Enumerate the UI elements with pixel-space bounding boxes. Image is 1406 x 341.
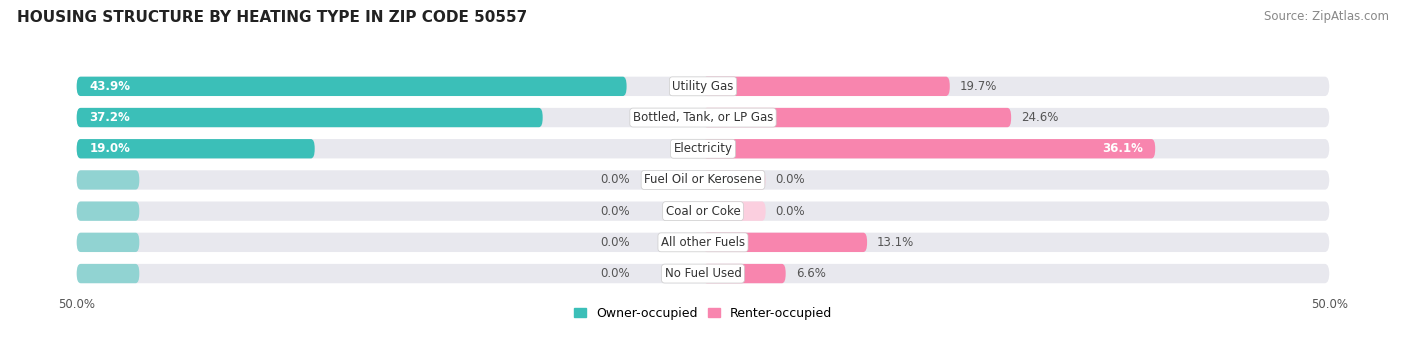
FancyBboxPatch shape [77, 77, 1329, 96]
FancyBboxPatch shape [77, 202, 1329, 221]
FancyBboxPatch shape [77, 264, 139, 283]
Text: HOUSING STRUCTURE BY HEATING TYPE IN ZIP CODE 50557: HOUSING STRUCTURE BY HEATING TYPE IN ZIP… [17, 10, 527, 25]
Text: Bottled, Tank, or LP Gas: Bottled, Tank, or LP Gas [633, 111, 773, 124]
Text: All other Fuels: All other Fuels [661, 236, 745, 249]
Text: Source: ZipAtlas.com: Source: ZipAtlas.com [1264, 10, 1389, 23]
Text: 0.0%: 0.0% [600, 267, 630, 280]
Text: 37.2%: 37.2% [89, 111, 129, 124]
FancyBboxPatch shape [77, 108, 543, 127]
Text: 50.0%: 50.0% [58, 298, 96, 311]
FancyBboxPatch shape [703, 139, 1156, 159]
Text: 0.0%: 0.0% [600, 236, 630, 249]
Text: Electricity: Electricity [673, 142, 733, 155]
FancyBboxPatch shape [77, 77, 627, 96]
Text: Utility Gas: Utility Gas [672, 80, 734, 93]
FancyBboxPatch shape [77, 233, 1329, 252]
FancyBboxPatch shape [77, 139, 1329, 159]
FancyBboxPatch shape [77, 139, 315, 159]
FancyBboxPatch shape [703, 233, 868, 252]
Text: 0.0%: 0.0% [600, 174, 630, 187]
Text: 43.9%: 43.9% [89, 80, 131, 93]
Text: 36.1%: 36.1% [1102, 142, 1143, 155]
Text: 19.0%: 19.0% [89, 142, 131, 155]
FancyBboxPatch shape [77, 202, 139, 221]
FancyBboxPatch shape [77, 264, 1329, 283]
Text: No Fuel Used: No Fuel Used [665, 267, 741, 280]
Text: 19.7%: 19.7% [960, 80, 997, 93]
FancyBboxPatch shape [77, 233, 139, 252]
FancyBboxPatch shape [703, 77, 950, 96]
Text: 50.0%: 50.0% [1310, 298, 1348, 311]
FancyBboxPatch shape [703, 108, 1011, 127]
Text: 0.0%: 0.0% [776, 205, 806, 218]
Text: 0.0%: 0.0% [600, 205, 630, 218]
FancyBboxPatch shape [703, 202, 766, 221]
FancyBboxPatch shape [77, 170, 1329, 190]
FancyBboxPatch shape [703, 264, 786, 283]
Text: Fuel Oil or Kerosene: Fuel Oil or Kerosene [644, 174, 762, 187]
Text: 13.1%: 13.1% [877, 236, 914, 249]
Legend: Owner-occupied, Renter-occupied: Owner-occupied, Renter-occupied [568, 302, 838, 325]
FancyBboxPatch shape [77, 108, 1329, 127]
Text: Coal or Coke: Coal or Coke [665, 205, 741, 218]
FancyBboxPatch shape [703, 170, 766, 190]
FancyBboxPatch shape [77, 170, 139, 190]
Text: 6.6%: 6.6% [796, 267, 825, 280]
Text: 0.0%: 0.0% [776, 174, 806, 187]
Text: 24.6%: 24.6% [1021, 111, 1059, 124]
